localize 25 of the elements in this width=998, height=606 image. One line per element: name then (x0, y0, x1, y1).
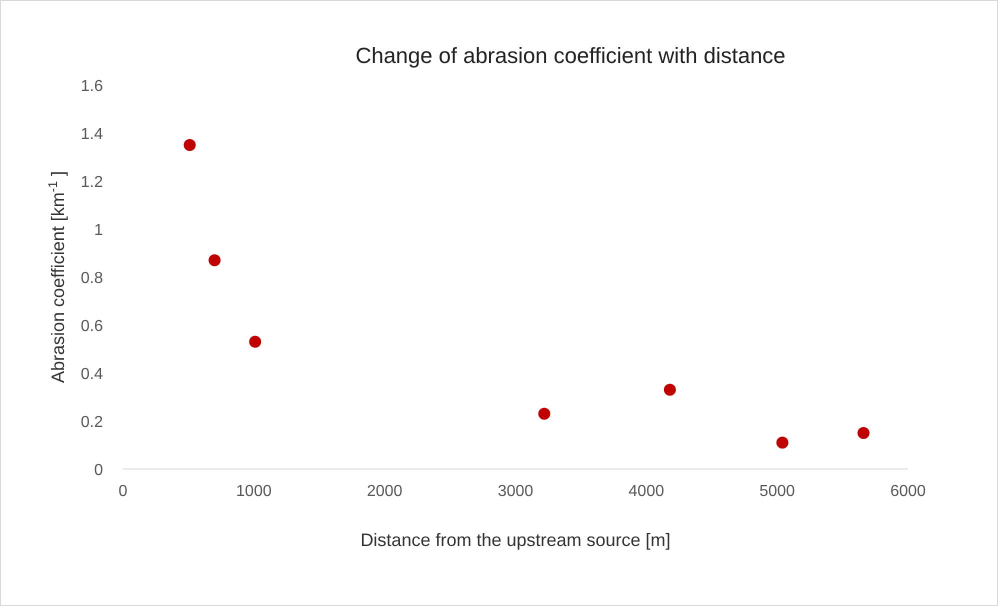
y-tick-label: 1.2 (80, 174, 104, 191)
x-tick-label: 5000 (759, 483, 796, 500)
point (184, 139, 196, 151)
point (249, 336, 262, 348)
point (858, 427, 870, 439)
point (208, 254, 221, 266)
x-tick-label: 0 (118, 483, 128, 500)
x-tick-label: 2000 (366, 483, 403, 500)
y-tick-label: 0.4 (80, 366, 104, 383)
x-tick-label: 4000 (628, 483, 664, 500)
y-tick-label: 0.2 (80, 414, 104, 431)
y-tick-label: 0 (94, 462, 104, 479)
x-tick-label: 3000 (498, 483, 534, 500)
chart-title: Change of abrasion coefficient with distance (355, 43, 786, 68)
y-tick-label: 0.6 (80, 318, 104, 335)
y-tick-label: 1.4 (80, 126, 104, 143)
y-tick-label: 1.6 (80, 78, 104, 95)
point (538, 408, 550, 420)
x-tick-label: 1000 (236, 483, 272, 500)
y-tick-label: 0.8 (80, 270, 104, 287)
point (776, 436, 788, 449)
x-tick-label: 6000 (890, 483, 926, 500)
point (664, 384, 676, 396)
y-tick-label: 1 (94, 222, 104, 239)
x-axis-title: Distance from the upstream source [m] (360, 530, 671, 550)
